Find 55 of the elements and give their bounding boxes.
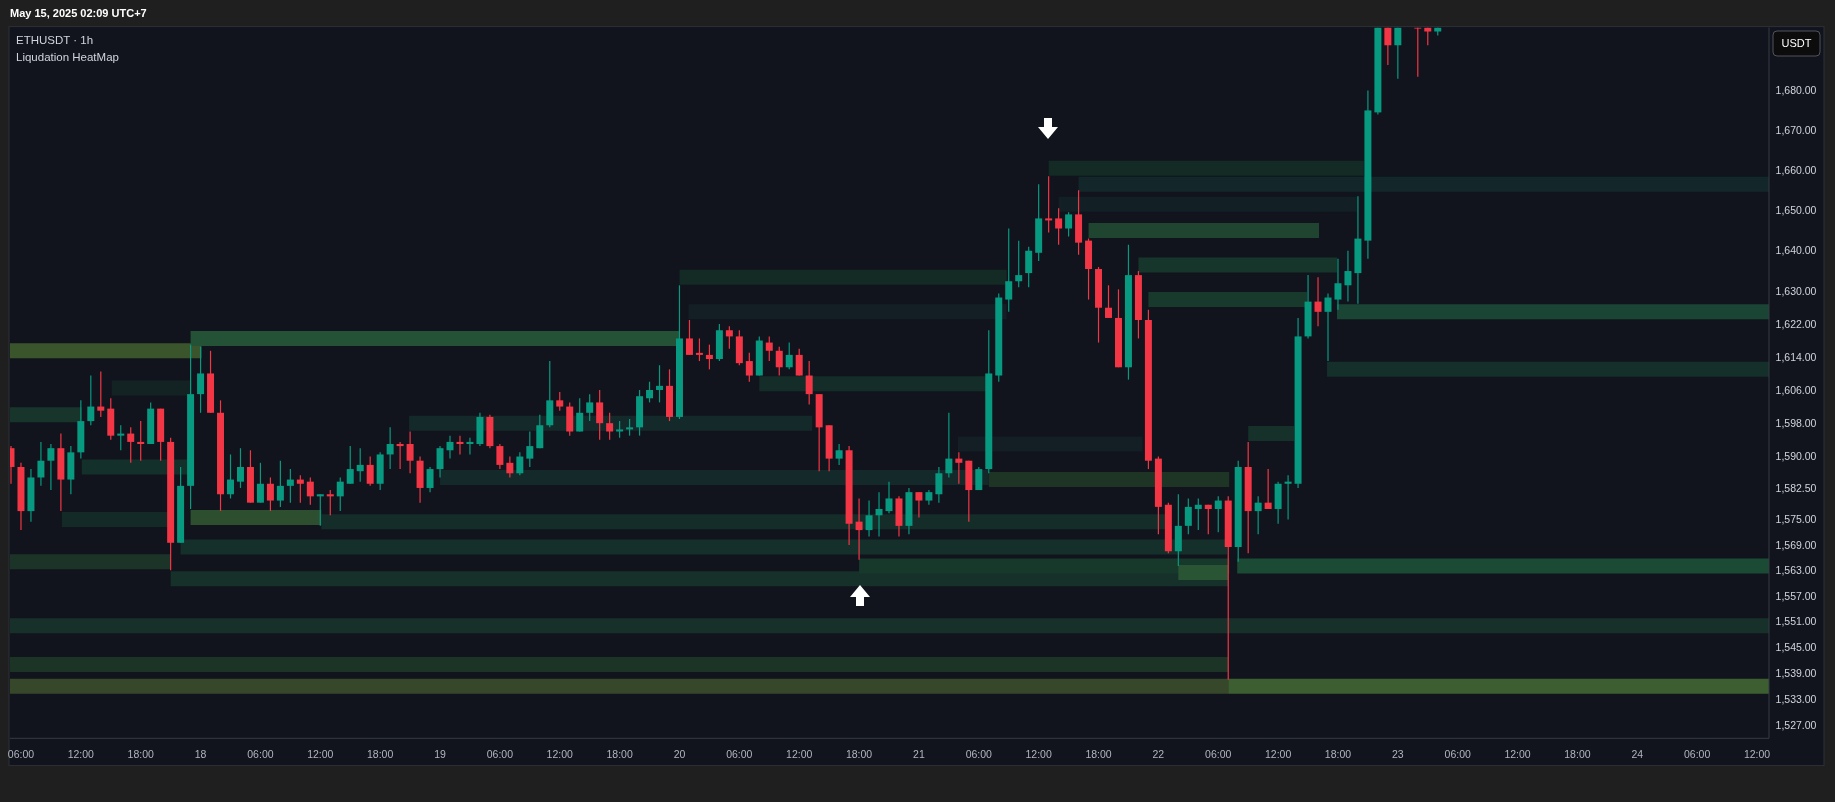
x-tick-label: 12:00 [786,747,813,760]
y-tick-label: 1,575.00 [1775,513,1817,526]
x-tick-label: 12:00 [1025,747,1052,760]
y-tick-label: 1,527.00 [1775,718,1817,731]
x-tick-label: 18 [194,747,207,760]
x-tick-label: 12:00 [1504,747,1531,760]
x-tick-label: 06:00 [1444,747,1471,760]
x-tick-label: 18:00 [1564,747,1591,760]
text: ETHUSDT · 1h [16,34,94,46]
x-tick-label: 06:00 [7,747,35,760]
y-tick-label: 1,598.00 [1775,416,1817,429]
y-tick-label: 1,630.00 [1775,285,1817,298]
text: USDT [1781,37,1812,50]
x-tick-label: 06:00 [247,747,274,760]
x-tick-label: 12:00 [1743,747,1771,760]
y-tick-label: 1,650.00 [1775,204,1817,217]
x-tick-label: 06:00 [1684,747,1711,760]
x-tick-label: 12:00 [67,747,95,760]
x-tick-label: 18:00 [845,747,873,760]
x-tick-label: 21 [913,747,925,760]
x-tick-label: 20 [673,747,686,760]
y-tick-label: 1,557.00 [1775,589,1817,602]
x-tick-label: 23 [1392,747,1404,760]
y-tick-label: 1,590.00 [1775,450,1817,463]
x-tick-label: 18:00 [1324,747,1352,760]
x-tick-label: 12:00 [546,747,574,760]
y-tick-label: 1,606.00 [1775,383,1817,396]
x-tick-label: 24 [1631,747,1644,760]
y-tick-label: 1,569.00 [1775,538,1817,551]
y-tick-label: 1,551.00 [1775,615,1817,628]
y-tick-label: 1,545.00 [1775,641,1817,654]
y-tick-label: 1,680.00 [1775,84,1817,97]
y-tick-label: 1,563.00 [1775,564,1817,577]
x-tick-label: 12:00 [307,747,334,760]
x-tick-label: 18:00 [1085,747,1112,760]
x-tick-label: 18:00 [367,747,394,760]
text: May 15, 2025 02:09 UTC+7 [10,7,147,19]
text: Liqudation HeatMap [16,51,119,63]
y-tick-label: 1,539.00 [1775,666,1817,679]
x-tick-label: 06:00 [965,747,993,760]
x-tick-label: 19 [434,747,447,760]
x-tick-label: 22 [1152,747,1165,760]
y-tick-label: 1,640.00 [1775,244,1817,257]
y-tick-label: 1,582.50 [1775,481,1817,494]
x-tick-label: 06:00 [486,747,514,760]
x-tick-label: 18:00 [127,747,154,760]
x-tick-label: 12:00 [1264,747,1292,760]
y-tick-label: 1,670.00 [1775,123,1817,136]
y-tick-label: 1,622.00 [1775,317,1817,330]
y-tick-label: 1,660.00 [1775,163,1817,176]
x-tick-label: 18:00 [606,747,633,760]
y-tick-label: 1,533.00 [1775,692,1817,705]
x-tick-label: 06:00 [1205,747,1232,760]
y-tick-label: 1,614.00 [1775,350,1817,363]
x-tick-label: 06:00 [726,747,753,760]
